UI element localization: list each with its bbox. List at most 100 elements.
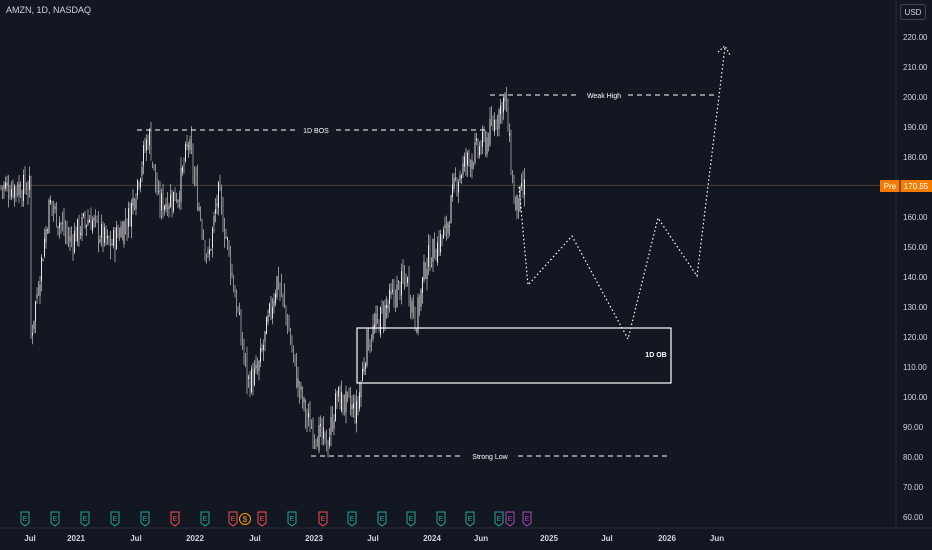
candle-body	[308, 413, 309, 418]
dividend-icon[interactable]: $	[239, 513, 251, 525]
candle-body	[479, 146, 480, 156]
earnings-icon[interactable]: E	[257, 511, 267, 527]
earnings-icon[interactable]: E	[505, 511, 515, 527]
projection-path[interactable]	[518, 46, 726, 341]
candle-body	[113, 230, 114, 246]
candle-body	[2, 187, 3, 189]
earnings-icon[interactable]: E	[228, 511, 238, 527]
candle-body	[95, 213, 96, 216]
candle-body	[92, 220, 93, 232]
earnings-icon[interactable]: E	[347, 511, 357, 527]
candle-body	[471, 160, 473, 169]
svg-text:E: E	[380, 516, 385, 523]
time-label: 2025	[540, 534, 558, 543]
candle-body	[51, 200, 53, 207]
svg-text:E: E	[203, 516, 208, 523]
candle-body	[315, 440, 317, 444]
candles-series[interactable]	[0, 86, 526, 458]
earnings-icon[interactable]: E	[377, 511, 387, 527]
earnings-icon[interactable]: E	[80, 511, 90, 527]
candle-body	[366, 329, 368, 366]
earnings-icon[interactable]: E	[50, 511, 60, 527]
candle-body	[372, 325, 374, 340]
candle-body	[231, 272, 233, 275]
earnings-icon[interactable]: E	[436, 511, 446, 527]
earnings-icon[interactable]: E	[287, 511, 297, 527]
candle-body	[239, 312, 240, 315]
earnings-icon[interactable]: E	[522, 511, 532, 527]
candle-body	[350, 397, 351, 407]
price-tick: 90.00	[903, 423, 924, 432]
candle-body	[519, 186, 521, 211]
candle-body	[227, 237, 228, 240]
candle-body	[320, 424, 321, 427]
candle-body	[122, 226, 123, 241]
candle-body	[45, 229, 47, 243]
candle-body	[524, 179, 525, 195]
candle-body	[339, 386, 341, 409]
time-label: 2024	[423, 534, 441, 543]
candle-body	[464, 156, 465, 167]
candle-body	[36, 294, 38, 299]
candle-body	[417, 297, 419, 333]
earnings-icon[interactable]: E	[494, 511, 504, 527]
candle-body	[167, 199, 168, 214]
candle-body	[159, 191, 161, 210]
candle-body	[396, 284, 398, 308]
candle-body	[455, 177, 456, 179]
candle-body	[492, 122, 494, 129]
order-block-zone[interactable]	[356, 327, 672, 384]
candle-body	[419, 298, 420, 309]
candle-body	[257, 367, 258, 372]
svg-text:E: E	[231, 516, 236, 523]
earnings-icon[interactable]: E	[406, 511, 416, 527]
earnings-icon[interactable]: E	[110, 511, 120, 527]
price-tick: 150.00	[903, 243, 928, 252]
time-label: Jul	[130, 534, 142, 543]
candle-body	[429, 245, 431, 269]
earnings-icon[interactable]: E	[200, 511, 210, 527]
candle-body	[144, 147, 146, 151]
candle-body	[213, 215, 215, 225]
candle-body	[48, 199, 50, 234]
time-axis[interactable]: Jul 2021 Jul 2022 Jul 2023 Jul 2024 Jun …	[24, 534, 724, 543]
candle-body	[233, 276, 234, 291]
events-row[interactable]: E E E E E E E E $ E E E E E E E E E E E	[20, 511, 532, 527]
earnings-icon[interactable]: E	[318, 511, 328, 527]
candle-body	[204, 240, 206, 255]
candle-body	[192, 150, 194, 175]
candle-body	[134, 199, 135, 207]
candle-body	[120, 226, 122, 237]
candle-body	[290, 330, 291, 344]
candle-body	[56, 202, 57, 227]
candle-body	[149, 130, 150, 146]
candle-body	[249, 377, 251, 393]
candle-body	[369, 345, 371, 347]
candle-body	[303, 398, 305, 403]
candle-body	[99, 239, 101, 242]
candle-body	[411, 300, 413, 313]
candle-body	[60, 223, 62, 225]
earnings-icon[interactable]: E	[170, 511, 180, 527]
candle-body	[384, 305, 386, 327]
price-axis[interactable]: 220.00 210.00 200.00 190.00 180.00 160.0…	[903, 33, 928, 522]
candle-body	[293, 346, 294, 356]
candle-body	[333, 420, 335, 429]
candle-body	[50, 200, 51, 204]
earnings-icon[interactable]: E	[465, 511, 475, 527]
candle-body	[228, 242, 230, 250]
price-tick: 100.00	[903, 393, 928, 402]
candle-body	[219, 177, 221, 191]
candle-body	[254, 368, 255, 385]
currency-button[interactable]: USD	[900, 4, 926, 20]
price-tick: 140.00	[903, 273, 928, 282]
earnings-icon[interactable]: E	[140, 511, 150, 527]
svg-text:E: E	[321, 516, 326, 523]
candle-body	[504, 93, 506, 102]
candle-body	[107, 235, 108, 239]
candle-body	[276, 276, 278, 298]
earnings-icon[interactable]: E	[20, 511, 30, 527]
candle-body	[87, 219, 89, 225]
